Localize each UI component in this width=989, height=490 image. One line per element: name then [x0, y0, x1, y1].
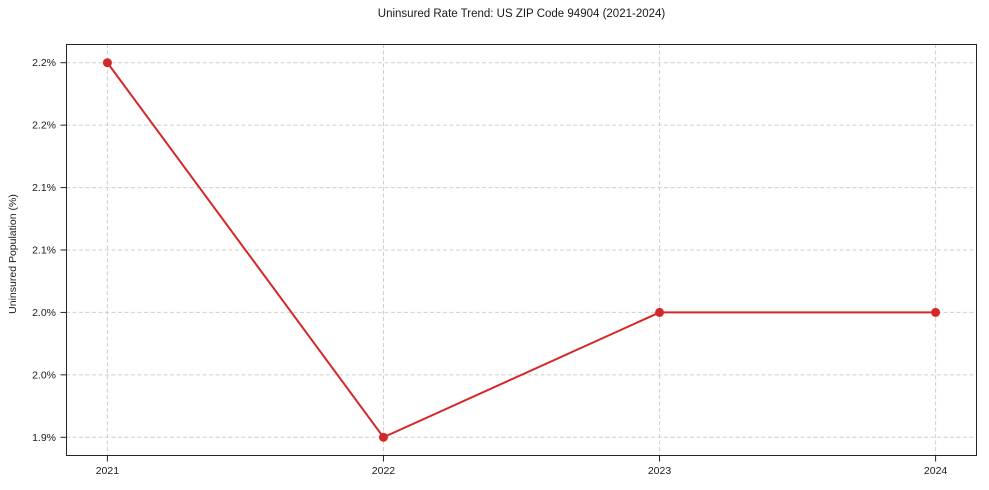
y-tick-label: 2.0% — [32, 369, 56, 381]
x-tick-label: 2024 — [924, 465, 948, 477]
x-tick-label: 2022 — [372, 465, 396, 477]
chart-title: Uninsured Rate Trend: US ZIP Code 94904 … — [377, 8, 666, 20]
y-tick-label: 1.9% — [32, 432, 56, 444]
y-tick-label: 2.1% — [32, 182, 56, 194]
x-tick-label: 2021 — [96, 465, 120, 477]
y-tick-label: 2.2% — [32, 57, 56, 69]
data-point-marker — [655, 307, 665, 317]
data-point-marker — [102, 58, 112, 68]
trend-line — [106, 61, 937, 439]
plot-frame — [66, 44, 977, 456]
x-tick-label: 2023 — [648, 465, 672, 477]
data-point-marker — [931, 307, 941, 317]
data-point-marker — [378, 432, 388, 442]
y-tick-label: 2.0% — [32, 307, 56, 319]
y-tick-label: 2.1% — [32, 245, 56, 257]
y-tick-label: 2.2% — [32, 120, 56, 132]
